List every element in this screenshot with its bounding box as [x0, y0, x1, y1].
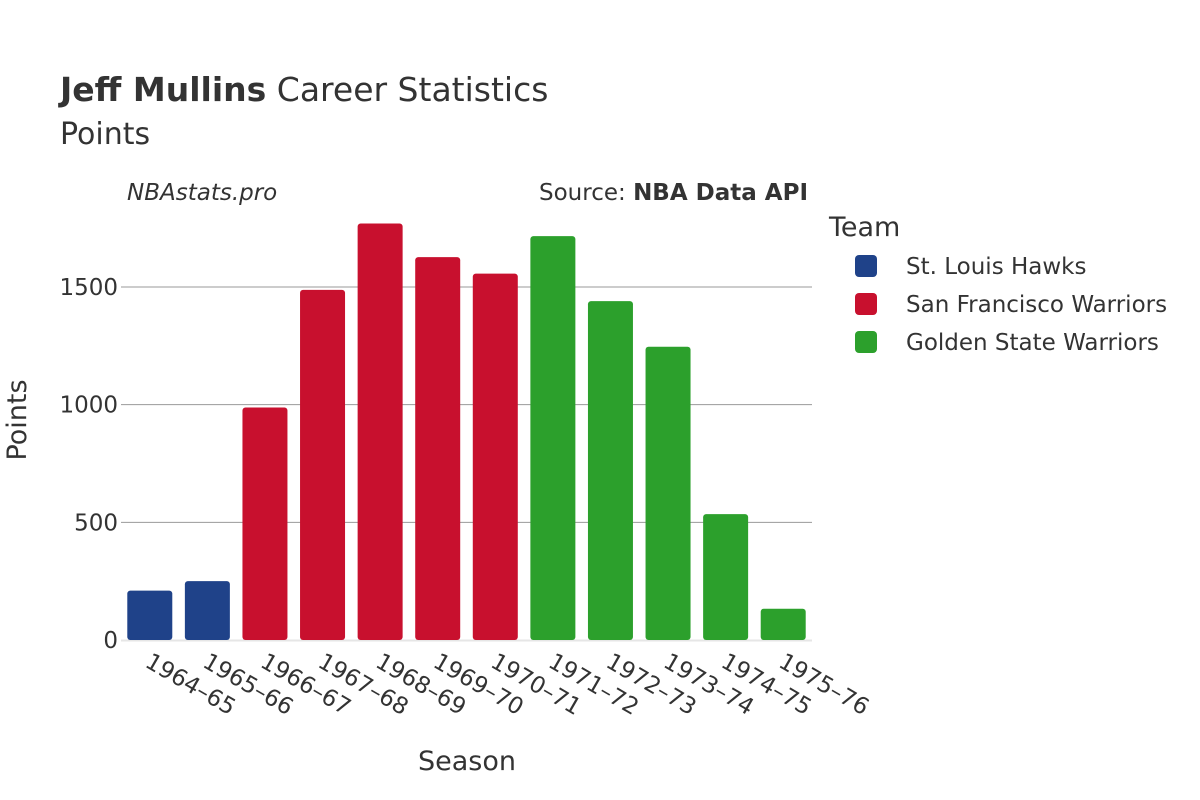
y-tick-label: 1000 — [59, 393, 118, 419]
legend-swatch — [855, 255, 877, 277]
bar — [300, 289, 346, 640]
bar — [645, 346, 691, 640]
y-axis-title: Points — [2, 379, 33, 460]
legend: St. Louis Hawks San Francisco Warriors Gol… — [855, 254, 1167, 356]
legend-item-label: Golden State Warriors — [906, 330, 1159, 356]
x-axis-title: Season — [418, 746, 516, 777]
bar — [242, 407, 288, 640]
x-tick-labels: 1964–651965–661966–671967–681968–691969–… — [141, 649, 873, 721]
bar — [760, 608, 806, 640]
chart-title: Jeff Mullins Career Statistics — [58, 70, 548, 109]
source-label: Source: NBA Data API — [539, 180, 808, 206]
bar — [184, 581, 230, 640]
bar — [530, 236, 576, 640]
legend-title: Team — [828, 212, 900, 243]
bar — [703, 514, 749, 640]
chart-subtitle: Points — [60, 117, 150, 152]
legend-swatch — [855, 331, 877, 353]
y-tick-label: 1500 — [59, 275, 118, 301]
bar — [415, 257, 461, 640]
watermark: NBAstats.pro — [127, 180, 277, 206]
y-tick-labels: 0 500 1000 1500 — [59, 275, 118, 654]
legend-swatch — [855, 293, 877, 315]
legend-item-label: San Francisco Warriors — [906, 292, 1167, 318]
y-tick-label: 0 — [103, 628, 118, 654]
bar — [357, 223, 403, 640]
bars — [127, 223, 806, 640]
bar — [472, 273, 518, 640]
bar — [127, 590, 173, 640]
y-tick-label: 500 — [74, 510, 118, 536]
bar — [587, 301, 633, 640]
legend-item-label: St. Louis Hawks — [906, 254, 1087, 280]
grid-lines — [121, 286, 812, 642]
